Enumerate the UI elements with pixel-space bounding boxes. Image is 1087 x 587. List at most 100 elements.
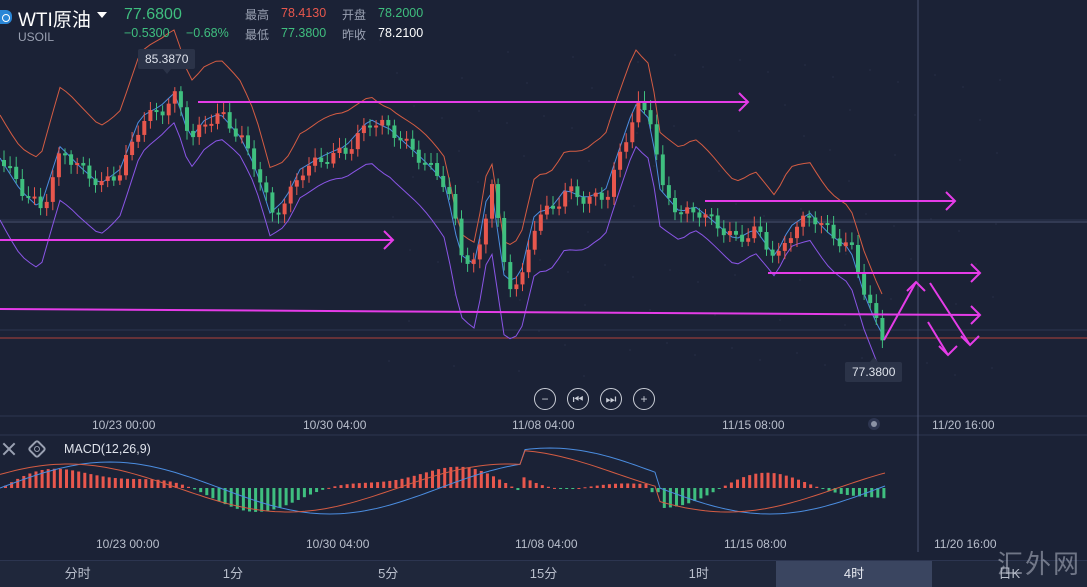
macd-histogram-bar [254,488,258,512]
macd-histogram-bar [418,474,422,488]
candle-body [581,197,586,204]
macd-x-tick-label: 11/15 08:00 [724,537,787,551]
price-chart[interactable] [0,0,1087,560]
candle-body [142,120,147,135]
high-label: 最高 [245,8,270,22]
candle-body [679,212,684,215]
symbol-logo-icon [0,10,12,24]
candle-body [300,175,305,181]
macd-histogram-bar [40,470,44,488]
price-change: −0.5300 [124,26,170,40]
candle-body [288,186,293,204]
arrow-head-icon [970,305,982,325]
candle-body [782,242,787,251]
candle-body [215,113,220,124]
scroll-prev-button[interactable]: ⏮ [567,388,589,410]
macd-histogram-bar [4,485,7,488]
candle-body [355,133,360,150]
tab-15min[interactable]: 15分 [529,566,558,581]
macd-histogram-bar [876,488,880,498]
candle-body [191,130,196,138]
candle-body [880,317,885,341]
tab-1min[interactable]: 1分 [222,566,244,581]
candle-body [313,157,318,166]
candle-body [740,234,745,242]
macd-histogram-bar [162,480,166,488]
macd-histogram-bar [193,488,197,490]
macd-histogram-bar [784,475,788,488]
scroll-next-button[interactable]: ⏭ [600,388,622,410]
symbol-dropdown-icon[interactable] [97,12,107,18]
macd-histogram-bar [345,484,349,488]
macd-histogram-bar [577,487,581,489]
tab-4hour[interactable]: 4时 [776,561,932,587]
macd-histogram-bar [705,488,709,496]
tab-5min[interactable]: 5分 [378,566,399,581]
macd-histogram-bar [260,488,264,512]
candle-body [483,218,488,245]
macd-histogram-bar [16,478,20,488]
candle-body [209,123,214,126]
candle-body [721,228,726,236]
candle-body [50,177,55,202]
macd-histogram-bar [656,488,660,493]
candle-body [14,166,19,180]
macd-x-tick-label: 11/20 16:00 [934,537,997,551]
candle-body [160,111,165,116]
candle-body [874,303,879,318]
candle-body [727,231,732,236]
price-change-percent: −0.68% [186,26,229,40]
candle-body [8,166,13,169]
tab-daily[interactable]: 日K [998,566,1021,581]
macd-histogram-bar [400,478,404,488]
candle-body [618,151,623,170]
macd-histogram-bar [760,472,764,488]
macd-histogram-bar [540,485,544,488]
candle-body [856,244,860,274]
macd-histogram-bar [583,487,587,489]
candle-body [325,161,330,164]
macd-histogram-bar [498,479,502,488]
macd-histogram-bar [150,479,154,488]
close-icon[interactable] [2,442,16,456]
macd-histogram-bar [272,488,276,510]
candle-body [624,142,629,152]
macd-indicator-label: MACD(12,26,9) [64,442,151,456]
macd-histogram-bar [34,471,38,488]
candle-body [520,272,525,285]
macd-histogram-bar [217,488,221,502]
tab-1hour[interactable]: 1时 [688,566,709,581]
macd-x-tick-label: 11/08 04:00 [515,537,578,551]
macd-histogram-bar [132,478,136,488]
x-tick-label: 10/23 00:00 [92,418,156,432]
zoom-in-button[interactable]: + [633,388,655,410]
macd-histogram-bar [431,470,434,488]
symbol-name[interactable]: WTI原油 [18,10,91,31]
macd-histogram-bar [357,483,361,488]
macd-histogram-bar [174,482,178,488]
macd-histogram-bar [662,488,666,508]
macd-histogram-bar [736,479,739,488]
arrow-head-icon [945,191,957,211]
candle-body [447,187,452,194]
candle-body [801,215,806,227]
macd-histogram-bar [717,488,721,489]
macd-histogram-bar [302,488,306,498]
candle-body [124,155,128,176]
candle-body [673,197,677,213]
macd-histogram-bar [699,488,703,499]
macd-histogram-bar [443,467,447,488]
macd-histogram-bar [101,476,105,488]
candle-body [642,101,647,111]
candle-body [349,149,354,154]
period-high-tag: 85.3870 [138,49,196,74]
arrow-head-icon [960,335,980,347]
zoom-out-button[interactable]: − [534,388,556,410]
candle-body [221,112,226,115]
macd-histogram-bar [71,470,75,488]
arrow-head-icon [906,280,926,292]
tab-timeshare[interactable]: 分时 [64,566,91,581]
candle-body [544,205,549,215]
macd-histogram-bar [571,488,575,489]
macd-x-tick-label: 10/23 00:00 [96,537,160,551]
